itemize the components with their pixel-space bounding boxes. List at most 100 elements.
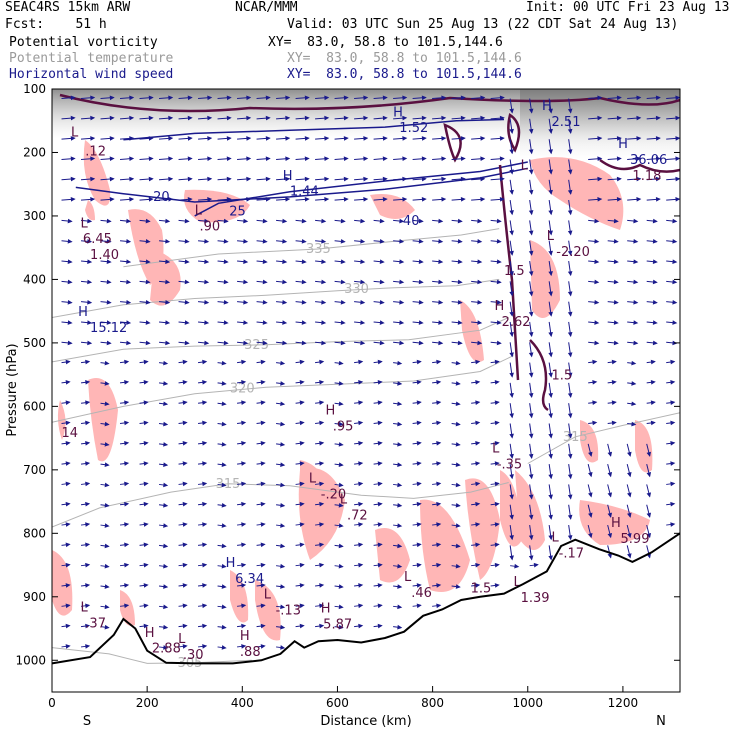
field-wind-name: Horizontal wind speed <box>9 67 174 82</box>
wind-vector <box>256 400 266 405</box>
wind-vector <box>607 239 619 244</box>
extremum-label: H <box>326 404 336 419</box>
wind-vector <box>178 644 188 649</box>
wind-vector <box>295 440 305 446</box>
wind-vector <box>490 461 500 466</box>
wind-vector <box>393 218 405 224</box>
wind-vector <box>528 484 534 500</box>
wind-vector <box>412 420 422 426</box>
wind-vector <box>509 139 514 155</box>
extremum-label: .37 <box>85 616 106 631</box>
wind-vector <box>80 481 91 487</box>
wind-vector <box>528 524 534 541</box>
wind-vector <box>100 563 110 569</box>
wind-vector <box>646 197 661 202</box>
wind-vector <box>237 115 252 121</box>
wind-vector <box>548 321 553 338</box>
wind-vector <box>315 218 327 224</box>
wind-vector <box>646 524 652 539</box>
wind-vector <box>393 320 405 325</box>
wind-vector <box>666 400 676 405</box>
wind-vector <box>256 481 266 487</box>
wind-vector <box>471 95 486 101</box>
wind-vector <box>627 381 637 386</box>
wind-vector <box>197 461 208 466</box>
wind-vector <box>276 156 291 162</box>
wind-vector <box>139 299 151 305</box>
wind-vector <box>237 259 249 264</box>
wind-vector <box>393 95 408 101</box>
wind-vector <box>80 644 91 649</box>
wind-vector <box>315 542 325 548</box>
wind-vector <box>256 197 271 202</box>
wind-vector <box>276 218 288 224</box>
wind-vector <box>646 299 658 305</box>
wind-vector <box>139 197 154 202</box>
wind-vector <box>373 461 383 466</box>
wind-vector <box>548 464 553 480</box>
wind-vector <box>548 260 553 277</box>
wind-vector <box>646 504 652 518</box>
wind-vector <box>567 240 573 256</box>
wind-vector <box>528 423 534 439</box>
wind-vector <box>197 481 208 487</box>
wind-vector <box>158 482 169 488</box>
wind-vector <box>139 380 149 385</box>
wind-vector <box>627 421 637 427</box>
wind-vector <box>627 279 639 285</box>
wind-vector <box>119 95 135 101</box>
wind-vector <box>315 562 325 568</box>
wind-vector <box>471 583 481 588</box>
wind-vector <box>373 320 385 325</box>
wind-vector <box>607 484 613 498</box>
wind-vector <box>354 562 364 568</box>
wind-vector <box>373 95 388 101</box>
wind-vector <box>334 320 346 325</box>
wind-vector <box>393 381 403 386</box>
wind-vector <box>567 382 573 399</box>
wind-vector <box>197 400 208 405</box>
wind-vector <box>432 95 447 101</box>
wind-vector <box>80 583 91 588</box>
wind-vector <box>237 197 252 202</box>
wind-vector <box>548 159 553 175</box>
init-time: Init: 00 UTC Fri 23 Aug 13 <box>526 0 730 15</box>
wind-vector <box>666 440 676 446</box>
wind-vector <box>373 400 383 405</box>
wind-vector <box>471 562 481 568</box>
wind-vector <box>315 115 330 121</box>
y-tick-label: 700 <box>23 463 46 477</box>
wind-vector <box>315 461 325 466</box>
wind-vector <box>119 440 130 446</box>
extremum-label: L <box>521 159 529 174</box>
wind-vector <box>119 156 135 162</box>
wind-vector <box>451 259 463 264</box>
wind-vector <box>237 562 247 568</box>
wind-vector <box>334 299 346 305</box>
wind-vector <box>100 381 110 386</box>
wind-vector <box>178 239 190 244</box>
wind-vector <box>432 259 444 264</box>
wind-vector <box>510 563 520 569</box>
wind-vector <box>451 523 461 528</box>
wind-vector <box>217 320 229 325</box>
theta-contour-line <box>52 278 500 318</box>
wind-vector <box>548 220 553 236</box>
wind-vector <box>646 400 656 405</box>
wind-vector <box>276 259 288 264</box>
wind-vector <box>451 401 461 407</box>
wind-vector <box>490 501 500 507</box>
x-tick-label: 1200 <box>608 696 639 710</box>
wind-vector <box>158 218 171 224</box>
wind-vector <box>61 623 71 629</box>
wind-vector <box>61 239 73 244</box>
wind-vector <box>178 623 188 629</box>
wind-vector <box>567 139 573 155</box>
wind-vector <box>217 115 232 121</box>
wind-vector <box>217 197 232 202</box>
wind-vector <box>158 523 169 528</box>
wind-vector <box>567 321 573 338</box>
wind-vector <box>197 522 208 527</box>
wind-speed-contour-line <box>123 118 505 141</box>
